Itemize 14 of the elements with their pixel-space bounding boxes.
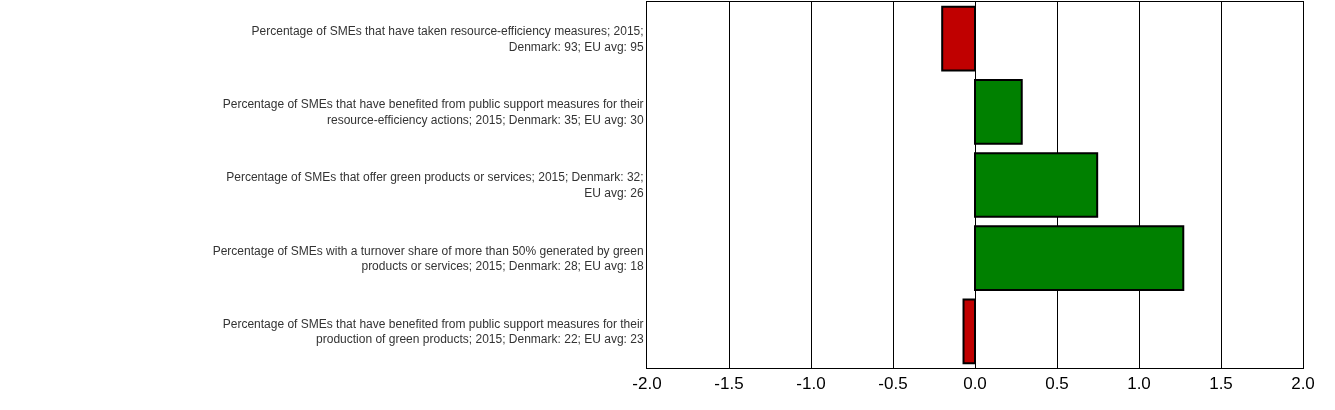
y-tick-label: Percentage of SMEs that offer green products or services; 2015; Denmark: 32; EU avg: 26	[226, 170, 644, 200]
x-tick-label: -2.0	[632, 374, 662, 394]
x-tick-label: 0.5	[1045, 374, 1069, 394]
x-tick-label: 0.0	[963, 374, 987, 394]
x-tick-label: 2.0	[1291, 374, 1315, 394]
x-tick-label: -0.5	[878, 374, 908, 394]
y-tick-label: Percentage of SMEs with a turnover share of more than 50% generated by green products or services; 2015; Denmark: 28; EU avg: 18	[212, 243, 644, 274]
x-tick-label: 1.5	[1209, 374, 1233, 394]
y-tick-label: Percentage of SMEs that have benefited from public support measures for their resource-efficiency actions; 2015; Denmark: 35; EU avg: 30	[222, 97, 644, 127]
x-tick-label: -1.0	[796, 374, 826, 394]
x-tick-label: 1.0	[1127, 374, 1151, 394]
y-tick-label: Percentage of SMEs that have benefited from public support measures for their production of green products; 2015; Denmark: 22; EU avg: 23	[222, 316, 644, 347]
y-tick-label: Percentage of SMEs that have taken resource-efficiency measures; 2015; Denmark: 93; EU avg: 95	[251, 24, 644, 54]
x-tick-label: -1.5	[714, 374, 744, 394]
